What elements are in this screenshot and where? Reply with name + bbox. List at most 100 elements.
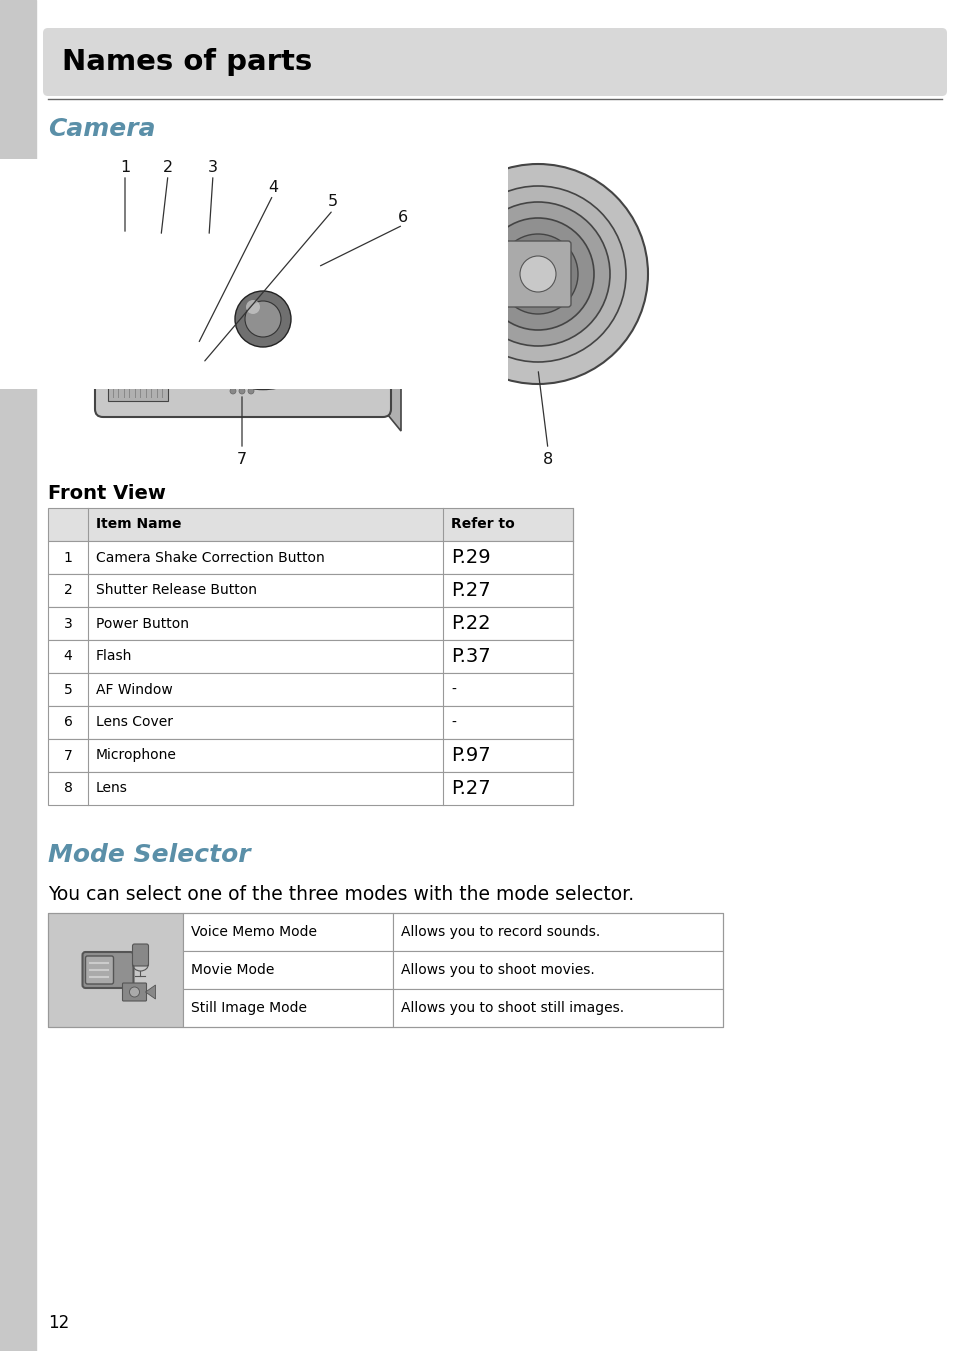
Bar bbox=[48, 913, 722, 1027]
Text: You can select one of the three modes with the mode selector.: You can select one of the three modes wi… bbox=[48, 885, 634, 904]
Text: Refer to: Refer to bbox=[451, 517, 515, 531]
Bar bbox=[0, 159, 507, 389]
Circle shape bbox=[213, 269, 313, 369]
Circle shape bbox=[203, 259, 323, 380]
Bar bbox=[48, 607, 573, 640]
Text: Allows you to record sounds.: Allows you to record sounds. bbox=[400, 925, 599, 939]
Circle shape bbox=[512, 249, 563, 300]
FancyBboxPatch shape bbox=[95, 211, 391, 417]
Text: Item Name: Item Name bbox=[96, 517, 181, 531]
Bar bbox=[48, 540, 573, 574]
Circle shape bbox=[519, 255, 556, 292]
Bar bbox=[48, 508, 573, 540]
Circle shape bbox=[450, 186, 625, 362]
Bar bbox=[393, 913, 722, 951]
Polygon shape bbox=[146, 985, 155, 998]
Text: Shutter Release Button: Shutter Release Button bbox=[96, 584, 256, 597]
Text: Allows you to shoot still images.: Allows you to shoot still images. bbox=[400, 1001, 623, 1015]
Text: Power Button: Power Button bbox=[96, 616, 189, 631]
Circle shape bbox=[193, 249, 333, 389]
Bar bbox=[183, 913, 393, 951]
Circle shape bbox=[239, 388, 245, 394]
Circle shape bbox=[246, 300, 260, 313]
Bar bbox=[48, 640, 573, 673]
Polygon shape bbox=[103, 219, 400, 240]
FancyBboxPatch shape bbox=[122, 984, 147, 1001]
Text: P.27: P.27 bbox=[451, 780, 490, 798]
Text: P.97: P.97 bbox=[451, 746, 490, 765]
Bar bbox=[48, 739, 573, 771]
Circle shape bbox=[465, 203, 609, 346]
FancyBboxPatch shape bbox=[198, 234, 220, 253]
Text: Flash: Flash bbox=[96, 650, 132, 663]
Text: 8: 8 bbox=[64, 781, 72, 796]
Bar bbox=[0, 0, 36, 1351]
Text: Names of parts: Names of parts bbox=[62, 49, 312, 76]
Text: Voice Memo Mode: Voice Memo Mode bbox=[191, 925, 316, 939]
Bar bbox=[183, 989, 393, 1027]
Text: P.27: P.27 bbox=[451, 581, 490, 600]
Bar bbox=[48, 771, 573, 805]
Circle shape bbox=[523, 259, 552, 288]
Text: 1: 1 bbox=[120, 159, 130, 174]
Text: Microphone: Microphone bbox=[96, 748, 176, 762]
Bar bbox=[183, 951, 393, 989]
Text: 1: 1 bbox=[64, 550, 72, 565]
Bar bbox=[0, 159, 507, 389]
Bar bbox=[393, 951, 722, 989]
Text: P.22: P.22 bbox=[451, 613, 490, 634]
FancyBboxPatch shape bbox=[112, 334, 147, 357]
Circle shape bbox=[497, 234, 578, 313]
Circle shape bbox=[130, 988, 139, 997]
Text: 8: 8 bbox=[542, 451, 553, 466]
Text: 4: 4 bbox=[64, 650, 72, 663]
Bar bbox=[48, 574, 573, 607]
Text: 3: 3 bbox=[64, 616, 72, 631]
FancyBboxPatch shape bbox=[132, 944, 149, 966]
Text: -: - bbox=[451, 682, 456, 697]
Text: 3: 3 bbox=[208, 159, 218, 174]
Bar bbox=[393, 989, 722, 1027]
Text: Front View: Front View bbox=[48, 484, 166, 503]
Circle shape bbox=[248, 388, 253, 394]
Bar bbox=[0, 159, 507, 389]
FancyBboxPatch shape bbox=[86, 957, 113, 984]
Text: Mode Selector: Mode Selector bbox=[48, 843, 251, 867]
Circle shape bbox=[245, 301, 281, 336]
FancyBboxPatch shape bbox=[82, 952, 133, 988]
Circle shape bbox=[234, 290, 291, 347]
Text: Camera Shake Correction Button: Camera Shake Correction Button bbox=[96, 550, 324, 565]
Text: Movie Mode: Movie Mode bbox=[191, 963, 274, 977]
Text: -: - bbox=[451, 716, 456, 730]
Bar bbox=[0, 159, 507, 389]
Polygon shape bbox=[382, 219, 400, 431]
Text: AF Window: AF Window bbox=[96, 682, 172, 697]
Bar bbox=[48, 707, 573, 739]
Text: 12: 12 bbox=[48, 1315, 70, 1332]
Circle shape bbox=[223, 280, 303, 359]
Text: Still Image Mode: Still Image Mode bbox=[191, 1001, 307, 1015]
Bar bbox=[0, 159, 507, 389]
Text: 2: 2 bbox=[163, 159, 172, 174]
Circle shape bbox=[481, 218, 594, 330]
Ellipse shape bbox=[148, 236, 173, 254]
Bar bbox=[0, 159, 507, 389]
Circle shape bbox=[428, 163, 647, 384]
Bar bbox=[108, 227, 377, 261]
FancyBboxPatch shape bbox=[504, 240, 571, 307]
Text: 7: 7 bbox=[236, 451, 247, 466]
Bar bbox=[0, 159, 507, 389]
Circle shape bbox=[117, 359, 125, 367]
Text: P.37: P.37 bbox=[451, 647, 490, 666]
Text: 6: 6 bbox=[397, 209, 408, 224]
Bar bbox=[0, 159, 507, 389]
Text: Allows you to shoot movies.: Allows you to shoot movies. bbox=[400, 963, 594, 977]
Bar bbox=[48, 673, 573, 707]
Text: 6: 6 bbox=[64, 716, 72, 730]
Circle shape bbox=[116, 234, 133, 253]
Bar bbox=[48, 913, 183, 1027]
Circle shape bbox=[129, 359, 137, 367]
Bar bbox=[108, 261, 168, 401]
Text: 4: 4 bbox=[268, 180, 277, 195]
Text: 5: 5 bbox=[64, 682, 72, 697]
